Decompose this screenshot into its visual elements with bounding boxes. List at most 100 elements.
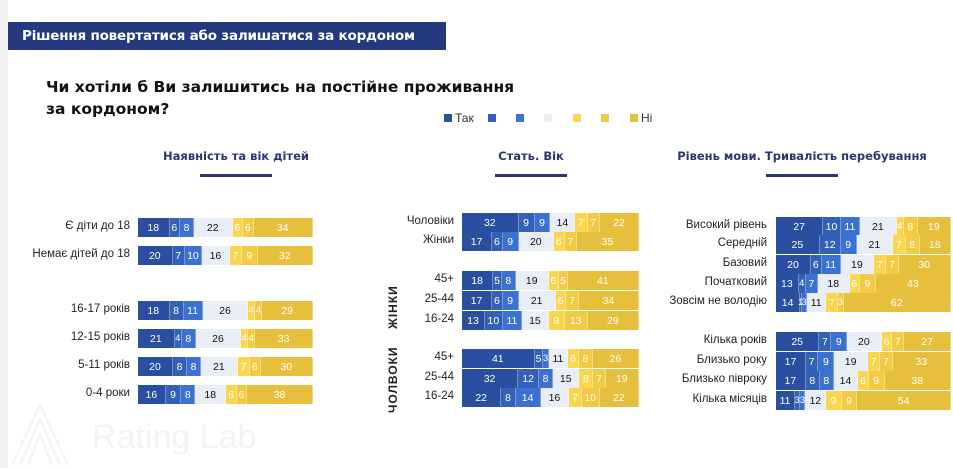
bar-segment: 7 <box>237 357 250 376</box>
row-label: Близько півроку <box>681 373 767 385</box>
bar-segment: 7 <box>587 213 600 232</box>
bar-segment: 18 <box>818 274 850 293</box>
stacked-bar: 17 8 8 14 6 9 38 <box>776 371 951 390</box>
bar-segment: 7 <box>172 246 185 265</box>
bar-segment: 6 <box>881 332 893 351</box>
bar-segment: 7 <box>867 352 881 371</box>
legend-swatch <box>544 114 552 122</box>
bar-segment: 25 <box>776 332 820 351</box>
bar-segment: 12 <box>805 391 827 410</box>
legend-swatch <box>630 114 638 122</box>
bar-segment: 25 <box>776 235 820 254</box>
watermark-text: Rating Lab <box>92 418 257 456</box>
row-label: 25-44 <box>424 371 454 383</box>
legend-swatch <box>444 114 452 122</box>
bar-segment: 8 <box>169 301 184 320</box>
bar-segment: 4 <box>896 217 904 236</box>
stacked-bar: 16 9 8 18 6 6 38 <box>138 385 313 404</box>
bar-segment: 8 <box>578 349 593 368</box>
stacked-bar: 17 7 9 19 7 7 33 <box>776 352 951 371</box>
bar-segment: 9 <box>868 371 885 390</box>
bar-segment: 27 <box>904 332 951 351</box>
bar-segment: 9 <box>826 391 842 410</box>
bar-segment: 17 <box>462 291 493 310</box>
question-title: Чи хотіли б Ви залишитись на постійне пр… <box>46 78 515 118</box>
bar-segment: 20 <box>138 246 173 265</box>
row-label: 5-11 років <box>78 359 130 371</box>
bar-segment: 4 <box>798 274 806 293</box>
bar-segment: 9 <box>502 232 519 251</box>
bar-segment: 16 <box>138 385 166 404</box>
bar-segment: 7 <box>229 246 242 265</box>
legend-label: Так <box>455 111 474 125</box>
bar-segment: 18 <box>919 235 951 254</box>
row-label: Немає дітей до 18 <box>32 248 130 260</box>
bar-segment: 6 <box>243 218 254 237</box>
bar-segment: 10 <box>184 246 203 265</box>
bar-segment: 18 <box>462 271 494 290</box>
bar-segment: 21 <box>856 235 894 254</box>
bar-segment: 9 <box>241 246 258 265</box>
bar-segment: 5 <box>534 349 544 368</box>
bar-segment: 34 <box>253 218 313 237</box>
stacked-bar: 32 12 8 15 8 7 19 <box>462 369 639 388</box>
bar-segment: 9 <box>831 332 848 351</box>
bar-segment: 6 <box>849 274 860 293</box>
bar-segment: 9 <box>841 391 858 410</box>
legend-item: Ні <box>630 110 652 126</box>
stacked-bar: 18 6 8 22 6 6 34 <box>138 218 313 237</box>
bar-segment: 7 <box>566 291 579 310</box>
row-label: Чоловіки <box>406 215 454 227</box>
bar-segment: 8 <box>819 371 834 390</box>
legend-item <box>601 110 612 126</box>
stacked-bar: 20 7 10 16 7 9 32 <box>138 246 313 265</box>
bar-segment: 7 <box>892 332 905 351</box>
bar-segment: 54 <box>857 391 951 410</box>
bar-segment: 19 <box>917 217 951 236</box>
bar-segment: 7 <box>806 352 819 371</box>
bar-segment: 26 <box>202 301 249 320</box>
bar-segment: 7 <box>874 255 887 274</box>
legend-swatch <box>488 114 496 122</box>
stacked-bar: 11 3 3 12 9 9 54 <box>776 391 951 410</box>
bar-segment: 19 <box>834 352 868 371</box>
stacked-bar: 25 7 9 20 6 7 27 <box>776 332 951 351</box>
bar-segment: 29 <box>587 311 639 330</box>
chart-title: Стать. Вік <box>498 149 564 163</box>
bar-segment: 14 <box>550 213 576 232</box>
bar-segment: 35 <box>576 232 639 251</box>
stacked-bar: 25 12 9 21 7 8 18 <box>776 235 951 254</box>
bar-segment: 22 <box>462 388 502 407</box>
bar-segment: 7 <box>893 235 906 254</box>
row-label: Базовий <box>722 257 767 269</box>
bar-segment: 9 <box>860 274 876 293</box>
bar-segment: 6 <box>492 232 503 251</box>
bar-segment: 8 <box>173 357 187 376</box>
bar-segment: 7 <box>805 274 818 293</box>
bar-segment: 12 <box>518 369 540 388</box>
bar-segment: 20 <box>518 232 554 251</box>
bar-segment: 26 <box>592 349 639 368</box>
bar-segment: 16 <box>202 246 230 265</box>
stacked-bar: 13 10 11 15 9 13 29 <box>462 311 639 330</box>
stacked-bar: 20 6 11 19 7 7 30 <box>776 255 951 274</box>
stacked-bar: 14 1 3 11 7 3 62 <box>776 293 951 312</box>
bar-segment: 9 <box>502 291 519 310</box>
bar-segment: 7 <box>564 232 577 251</box>
bar-segment: 26 <box>195 329 242 348</box>
bar-segment: 13 <box>462 311 485 330</box>
bar-segment: 27 <box>776 217 824 236</box>
bar-segment: 8 <box>579 369 594 388</box>
chart-title-underline <box>766 174 838 177</box>
bar-segment: 33 <box>255 329 313 348</box>
bar-segment: 6 <box>232 218 243 237</box>
row-label: 16-24 <box>424 390 454 402</box>
legend-item <box>516 110 527 126</box>
bar-segment: 6 <box>568 349 579 368</box>
bar-segment: 8 <box>501 271 516 290</box>
bar-segment: 20 <box>847 332 882 351</box>
bar-segment: 6 <box>555 291 567 310</box>
bar-segment: 18 <box>138 301 170 320</box>
bar-segment: 4 <box>255 301 263 320</box>
bar-segment: 7 <box>819 332 832 351</box>
